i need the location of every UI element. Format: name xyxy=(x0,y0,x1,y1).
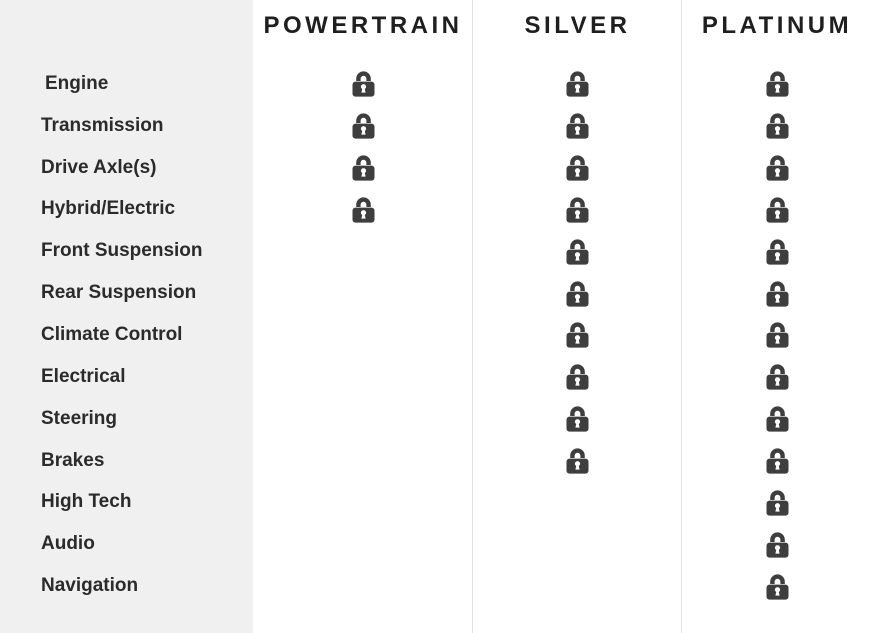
coverage-cell-platinum-high-tech xyxy=(682,481,872,523)
lock-icon xyxy=(352,154,375,181)
lock-icon xyxy=(566,196,589,223)
row-label-transmission: Transmission xyxy=(41,114,164,136)
lock-icon xyxy=(766,321,789,349)
coverage-cell-platinum-transmission xyxy=(682,105,872,147)
coverage-cell-platinum-navigation xyxy=(682,565,872,607)
row-label-steering: Steering xyxy=(41,407,118,429)
lock-icon xyxy=(566,363,589,390)
row-label-high-tech: High Tech xyxy=(41,491,132,513)
lock-icon xyxy=(766,363,789,390)
coverage-cell-platinum-brakes xyxy=(682,440,872,482)
lock-icon xyxy=(766,573,789,600)
lock-icon xyxy=(566,112,589,139)
lock-icon xyxy=(766,280,789,307)
row-label-rear-suspension: Rear Suspension xyxy=(41,282,197,304)
lock-icon xyxy=(566,405,589,432)
coverage-cell-platinum-hybrid-electric xyxy=(682,189,872,231)
column-header-platinum: PLATINUM xyxy=(701,12,853,39)
coverage-cell-powertrain-electrical xyxy=(253,356,473,398)
coverage-cell-platinum-front-suspension xyxy=(682,230,872,272)
coverage-cell-powertrain-drive-axle-s xyxy=(253,147,473,189)
lock-icon xyxy=(566,321,589,349)
coverage-cell-platinum-drive-axle-s xyxy=(682,147,872,189)
coverage-cell-platinum-engine xyxy=(682,63,872,105)
column-header-silver: SILVER xyxy=(524,12,631,39)
row-label-drive-axle-s: Drive Axle(s) xyxy=(41,156,157,178)
column-divider-silver-platinum xyxy=(681,0,682,633)
coverage-cell-silver-engine xyxy=(473,63,682,105)
coverage-cell-silver-front-suspension xyxy=(473,230,682,272)
coverage-cell-platinum-electrical xyxy=(682,356,872,398)
row-label-column-background xyxy=(0,0,253,633)
coverage-cell-silver-brakes xyxy=(473,440,682,482)
coverage-cell-powertrain-brakes xyxy=(253,440,473,482)
lock-icon xyxy=(566,238,589,265)
column-divider-powertrain-silver xyxy=(472,0,473,633)
coverage-cell-powertrain-engine xyxy=(253,63,473,105)
coverage-cell-powertrain-high-tech xyxy=(253,481,473,523)
lock-icon xyxy=(766,489,789,516)
coverage-cell-silver-hybrid-electric xyxy=(473,189,682,231)
coverage-cell-powertrain-front-suspension xyxy=(253,230,473,272)
coverage-cell-silver-rear-suspension xyxy=(473,272,682,314)
coverage-cell-silver-steering xyxy=(473,398,682,440)
lock-icon xyxy=(566,154,589,181)
lock-icon xyxy=(766,405,789,432)
row-label-brakes: Brakes xyxy=(41,449,105,471)
coverage-cell-silver-climate-control xyxy=(473,314,682,356)
row-label-climate-control: Climate Control xyxy=(41,323,183,345)
coverage-cell-platinum-climate-control xyxy=(682,314,872,356)
coverage-cell-silver-navigation xyxy=(473,565,682,607)
lock-icon xyxy=(766,238,789,265)
lock-icon xyxy=(766,447,789,474)
row-label-navigation: Navigation xyxy=(41,575,139,597)
coverage-cell-platinum-rear-suspension xyxy=(682,272,872,314)
lock-icon xyxy=(352,196,375,223)
coverage-cell-powertrain-rear-suspension xyxy=(253,272,473,314)
coverage-cell-powertrain-hybrid-electric xyxy=(253,189,473,231)
coverage-cell-platinum-steering xyxy=(682,398,872,440)
lock-icon xyxy=(766,196,789,223)
coverage-cell-silver-audio xyxy=(473,523,682,565)
lock-icon xyxy=(766,154,789,181)
lock-icon xyxy=(566,447,589,474)
row-label-electrical: Electrical xyxy=(41,365,126,387)
coverage-cell-silver-electrical xyxy=(473,356,682,398)
coverage-cell-silver-transmission xyxy=(473,105,682,147)
coverage-cell-platinum-audio xyxy=(682,523,872,565)
coverage-cell-powertrain-steering xyxy=(253,398,473,440)
lock-icon xyxy=(766,531,789,558)
row-label-engine: Engine xyxy=(45,72,109,94)
table-corner-cell xyxy=(0,0,253,63)
coverage-cell-silver-high-tech xyxy=(473,481,682,523)
lock-icon xyxy=(566,70,589,98)
coverage-cell-silver-drive-axle-s xyxy=(473,147,682,189)
row-label-audio: Audio xyxy=(41,533,95,555)
lock-icon xyxy=(352,112,375,139)
lock-icon xyxy=(566,280,589,307)
lock-icon xyxy=(352,70,375,98)
coverage-cell-powertrain-navigation xyxy=(253,565,473,607)
lock-icon xyxy=(766,70,789,98)
coverage-cell-powertrain-audio xyxy=(253,523,473,565)
column-header-powertrain: POWERTRAIN xyxy=(263,12,463,39)
lock-icon xyxy=(766,112,789,139)
row-label-hybrid-electric: Hybrid/Electric xyxy=(41,198,176,220)
coverage-cell-powertrain-climate-control xyxy=(253,314,473,356)
row-label-front-suspension: Front Suspension xyxy=(41,240,203,262)
coverage-cell-powertrain-transmission xyxy=(253,105,473,147)
